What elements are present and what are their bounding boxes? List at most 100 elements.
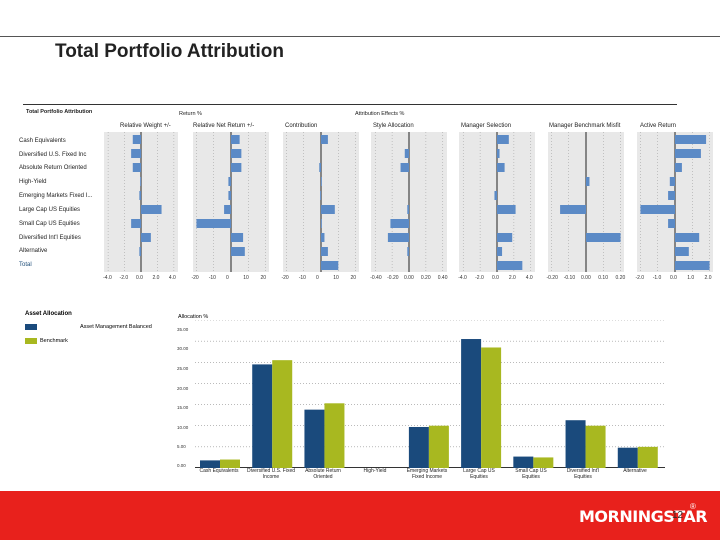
category-label: Emerging Markets Fixed Income: [406, 468, 448, 480]
axis-tick-label: 2.0: [508, 275, 516, 281]
attribution-bar: [321, 247, 328, 256]
attribution-bar: [131, 149, 141, 158]
axis-tick-label: 0.00: [581, 275, 591, 281]
attribution-bar: [497, 163, 505, 172]
footer-bar: [0, 491, 720, 540]
panel-active-return: [637, 132, 713, 272]
axis-tick-label: 0.0: [136, 275, 143, 281]
allocation-bar: [252, 364, 273, 468]
attribution-bar: [228, 191, 231, 200]
row-label: Diversified U.S. Fixed Inc: [19, 152, 87, 158]
attribution-bar: [231, 247, 245, 256]
top-rule: [0, 36, 720, 37]
attribution-bar: [132, 135, 141, 144]
category-label: Diversified Int'l Equities: [566, 468, 600, 480]
slide-title: Total Portfolio Attribution: [55, 41, 285, 62]
attribution-bar: [140, 177, 141, 186]
row-label: Diversified Int'l Equities: [19, 235, 81, 241]
legend-swatch-benchmark: [25, 338, 37, 344]
attribution-bar: [231, 233, 244, 242]
attribution-bar: [668, 219, 675, 228]
allocation-axis-label: Allocation %: [178, 314, 209, 320]
attribution-bar: [196, 219, 231, 228]
allocation-bar: [617, 447, 638, 468]
panel-manager-selection: [459, 132, 535, 272]
attribution-bar: [320, 191, 321, 200]
attribution-bar: [668, 191, 675, 200]
category-label: Small Cap US Equities: [515, 468, 547, 480]
attribution-table-title: Total Portfolio Attribution: [26, 109, 93, 115]
allocation-bar: [513, 456, 534, 468]
attribution-bar: [497, 261, 523, 270]
attribution-bar: [586, 177, 590, 186]
attribution-bar: [228, 177, 231, 186]
axis-tick-label: 20: [260, 275, 267, 281]
attribution-bar: [494, 191, 497, 200]
axis-tick-label: 20: [350, 275, 357, 281]
col-style-allocation: Style Allocation: [373, 123, 414, 129]
morningstar-logo: MORNINGSTAR: [579, 507, 708, 526]
attribution-bar: [560, 205, 586, 214]
attribution-bar: [224, 205, 231, 214]
attribution-bar: [231, 149, 242, 158]
attribution-bar: [497, 149, 500, 158]
attribution-bar: [141, 205, 162, 214]
axis-tick-label: 4.0: [168, 275, 176, 281]
attribution-bar: [497, 135, 509, 144]
col-manager-selection: Manager Selection: [461, 123, 512, 129]
row-label: High-Yield: [19, 179, 47, 185]
allocation-bar: [220, 459, 240, 468]
category-label: Absolute Return Oriented: [305, 468, 341, 480]
asset-allocation-chart: [195, 320, 665, 468]
attribution-bar: [321, 233, 325, 242]
row-label: Small Cap US Equities: [19, 221, 80, 227]
panel-relative-net-return: [193, 132, 269, 272]
axis-tick-label: -2.0: [119, 275, 129, 281]
y-tick-label: 35.00: [177, 327, 189, 332]
category-label: Large Cap US Equities: [463, 468, 495, 480]
axis-tick-label: 10: [333, 275, 339, 281]
row-label-total: Total: [19, 262, 32, 268]
col-manager-benchmark-misfit: Manager Benchmark Misfit: [549, 123, 621, 129]
row-label: Absolute Return Oriented: [19, 165, 87, 171]
axis-tick-label: 0.20: [615, 275, 626, 281]
return-group-label: Return %: [179, 111, 202, 117]
panel-relative-weight: [104, 132, 178, 272]
axis-tick-label: 10: [243, 275, 249, 281]
axis-tick-label: 0: [226, 275, 229, 281]
page-number: 12: [672, 510, 684, 521]
axis-tick-label: 0.0: [670, 275, 677, 281]
attribution-bar: [390, 219, 409, 228]
col-relative-weight: Relative Weight +/-: [120, 123, 171, 129]
attribution-bar: [131, 219, 141, 228]
allocation-bar: [565, 420, 586, 468]
row-label: Alternative: [19, 248, 48, 254]
axis-tick-label: 2.0: [704, 275, 712, 281]
attribution-bar: [321, 261, 339, 270]
attribution-bar: [586, 233, 621, 242]
axis-tick-label: -20: [191, 275, 199, 281]
category-label: Alternative: [623, 468, 647, 474]
y-tick-label: 0.00: [177, 463, 186, 468]
legend-swatch-portfolio: [25, 324, 37, 330]
row-label: Cash Equivalents: [19, 138, 66, 144]
axis-tick-label: -10: [208, 275, 216, 281]
registered-mark: ®: [690, 502, 696, 511]
axis-tick-label: 0.40: [437, 275, 448, 281]
axis-tick-label: -4.0: [458, 275, 467, 281]
attribution-bar: [497, 233, 513, 242]
axis-tick-label: -2.0: [475, 275, 484, 281]
allocation-bar: [533, 457, 554, 468]
panel-contribution: [283, 132, 359, 272]
y-tick-label: 10.00: [177, 425, 189, 430]
header-rule: [23, 104, 677, 105]
allocation-bar: [461, 339, 482, 468]
col-contribution: Contribution: [285, 123, 318, 129]
asset-allocation-title: Asset Allocation: [25, 311, 72, 317]
attribution-bar: [139, 191, 141, 200]
attribution-bar: [497, 247, 503, 256]
attribution-bar: [669, 177, 675, 186]
attribution-bar: [321, 135, 328, 144]
effects-group-label: Attribution Effects %: [355, 111, 405, 117]
attribution-bar: [139, 247, 141, 256]
